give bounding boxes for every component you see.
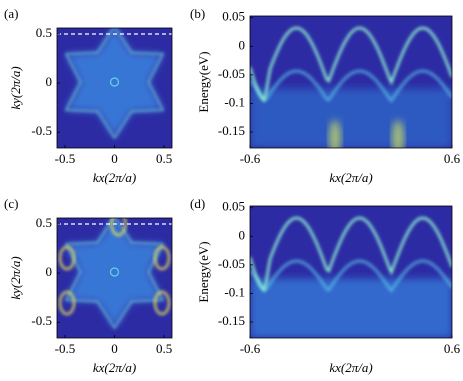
- fermi-surface-edge: [64, 28, 165, 140]
- y-tick-label: -0.1: [224, 94, 245, 109]
- x-tick-label: -0.5: [55, 151, 76, 166]
- y-tick-label: -0.1: [224, 284, 245, 299]
- hot-spot: [329, 120, 341, 148]
- center-ring: [109, 267, 120, 277]
- band: [250, 26, 452, 103]
- x-tick-label: 0.5: [156, 151, 172, 166]
- panel-label: (d): [190, 196, 205, 211]
- x-axis-label: kx(2π/a): [93, 360, 136, 375]
- x-axis-label: kx(2π/a): [329, 360, 372, 375]
- hot-spot: [59, 246, 75, 270]
- panel-label: (b): [190, 6, 205, 21]
- panel-label: (c): [4, 196, 18, 211]
- panel: [250, 206, 452, 338]
- panel: [57, 28, 172, 148]
- hot-spot: [59, 291, 75, 315]
- y-axis-label: ky(2π/a): [8, 66, 23, 109]
- y-tick-label: -0.15: [218, 123, 245, 138]
- panel: [57, 218, 172, 338]
- x-tick-label: 0.6: [444, 341, 461, 356]
- y-tick-label: 0.5: [36, 25, 52, 40]
- band: [250, 216, 452, 293]
- hot-spot: [154, 246, 170, 270]
- x-tick-label: -0.6: [240, 151, 261, 166]
- x-tick-label: 0.6: [444, 151, 461, 166]
- y-axis-label: Energy(eV): [196, 51, 211, 112]
- x-tick-label: 0.5: [156, 341, 172, 356]
- hot-spot: [154, 291, 170, 315]
- y-tick-label: -0.5: [31, 313, 52, 328]
- x-axis-label: kx(2π/a): [93, 170, 136, 185]
- y-tick-label: 0: [239, 227, 246, 242]
- band: [250, 69, 452, 104]
- y-axis-label: ky(2π/a): [8, 256, 23, 299]
- x-tick-label: -0.6: [240, 341, 261, 356]
- hot-spot: [392, 120, 404, 148]
- y-tick-label: -0.5: [31, 123, 52, 138]
- y-tick-label: 0: [46, 264, 53, 279]
- x-tick-label: 0: [111, 151, 118, 166]
- y-tick-label: -0.15: [218, 313, 245, 328]
- x-axis-label: kx(2π/a): [329, 170, 372, 185]
- hot-spot: [110, 218, 127, 236]
- band-glow: [250, 278, 452, 338]
- fermi-surface-edge: [64, 218, 165, 330]
- y-axis-label: Energy(eV): [196, 241, 211, 302]
- y-tick-label: -0.05: [218, 256, 245, 271]
- band-glow: [250, 88, 452, 148]
- y-tick-label: 0: [239, 37, 246, 52]
- y-tick-label: 0.5: [36, 215, 52, 230]
- axes-box: [249, 205, 453, 339]
- y-tick-label: 0.05: [222, 199, 245, 214]
- axes-box: [249, 15, 453, 149]
- panel: [250, 16, 452, 148]
- y-tick-label: 0.05: [222, 9, 245, 24]
- y-tick-label: -0.05: [218, 66, 245, 81]
- x-tick-label: 0: [111, 341, 118, 356]
- center-ring: [109, 77, 120, 87]
- band: [250, 259, 452, 294]
- y-tick-label: 0: [46, 74, 53, 89]
- panel-label: (a): [4, 6, 18, 21]
- x-tick-label: -0.5: [55, 341, 76, 356]
